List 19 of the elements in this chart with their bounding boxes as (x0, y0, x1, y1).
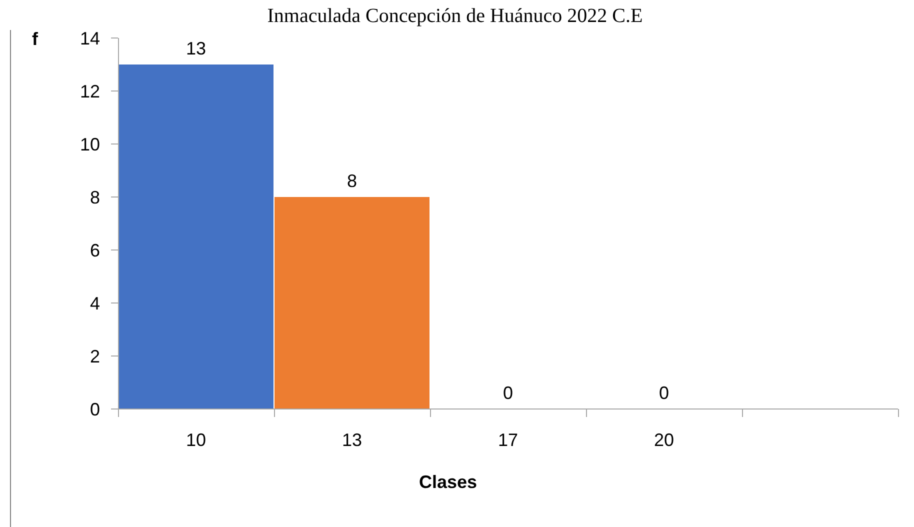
data-label: 13 (186, 38, 206, 58)
x-tick-label: 13 (342, 430, 362, 450)
x-tick-label: 17 (498, 430, 518, 450)
data-label: 0 (502, 383, 514, 403)
data-label: 8 (346, 171, 358, 191)
y-tick-label: 6 (90, 240, 100, 260)
y-tick-label: 2 (90, 346, 100, 366)
y-tick-label: 10 (80, 134, 100, 154)
y-tick-label: 14 (80, 28, 100, 48)
y-tick-label: 8 (90, 187, 100, 208)
chart-title: Inmaculada Concepción de Huánuco 2022 C.E (267, 5, 643, 27)
y-tick-label: 12 (80, 81, 100, 102)
x-tick-label: 20 (654, 430, 674, 450)
x-tick-label: 10 (186, 430, 206, 450)
data-label: 0 (658, 383, 670, 403)
y-axis-title: f (32, 29, 39, 49)
y-tick-label: 4 (90, 293, 100, 314)
x-axis-title: Clases (418, 472, 478, 492)
y-tick-label: 0 (90, 399, 100, 420)
